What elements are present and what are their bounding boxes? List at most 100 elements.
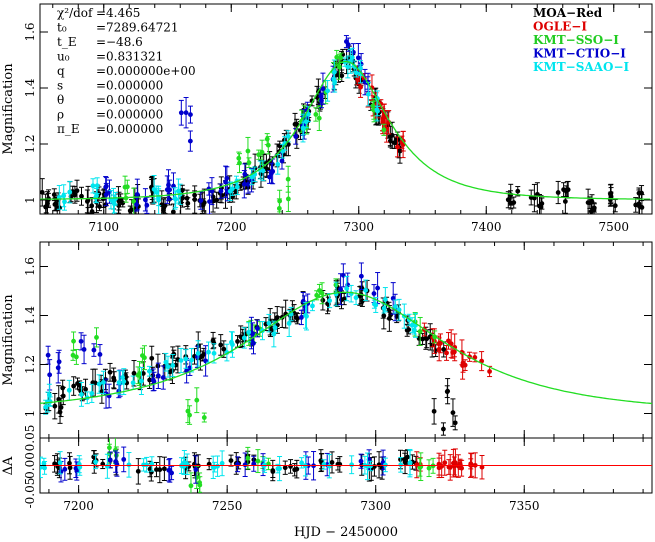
x-tick-label: 7250 [212, 499, 243, 513]
data-point-kmt-ctio-i [45, 352, 51, 358]
data-point-kmt-saao-i [57, 460, 63, 466]
y-tick-label: 1.6 [23, 22, 37, 41]
data-point-kmt-sso-i [417, 329, 423, 334]
data-point-moa-red [381, 313, 387, 319]
data-point-kmt-ctio-i [267, 174, 272, 180]
data-point-kmt-ctio-i [358, 61, 364, 67]
param-value: −48.6 [106, 35, 143, 49]
y-tick-label: 1 [23, 410, 37, 418]
data-point-kmt-sso-i [107, 445, 112, 451]
legend-entry: KMT−SSO−I [533, 33, 619, 47]
data-point-moa-red [200, 202, 206, 208]
data-point-moa-red [161, 466, 167, 472]
data-point-kmt-sso-i [185, 408, 191, 414]
data-point-kmt-sso-i [259, 149, 265, 155]
data-point-kmt-saao-i [170, 363, 176, 368]
data-point-kmt-saao-i [41, 461, 47, 466]
param-name: θ [57, 93, 64, 107]
data-point-kmt-sso-i [285, 196, 291, 202]
data-point-kmt-sso-i [94, 334, 99, 340]
data-point-ogle-i [448, 341, 454, 347]
data-point-kmt-sso-i [255, 458, 261, 464]
data-point-kmt-saao-i [111, 201, 117, 207]
data-point-ogle-i [460, 360, 466, 366]
data-point-kmt-saao-i [353, 70, 359, 76]
data-point-kmt-saao-i [234, 184, 240, 190]
middle-panel-plot: 1 1.2 1.4 1.6 [23, 242, 652, 438]
data-point-kmt-ctio-i [298, 315, 304, 320]
data-point-kmt-saao-i [304, 313, 309, 319]
data-point-kmt-sso-i [370, 103, 376, 109]
data-point-kmt-sso-i [197, 480, 202, 486]
data-point-kmt-ctio-i [103, 184, 109, 190]
data-point-kmt-ctio-i [134, 192, 140, 197]
data-point-ogle-i [358, 84, 363, 90]
x-tick-label: 7300 [360, 499, 391, 513]
data-point-kmt-ctio-i [371, 291, 377, 296]
data-point-kmt-saao-i [139, 378, 144, 384]
data-point-moa-red [608, 195, 614, 201]
data-point-kmt-saao-i [163, 359, 169, 365]
data-point-kmt-saao-i [332, 79, 338, 85]
y-tick-label: 0.05 [23, 425, 37, 452]
data-point-moa-red [292, 121, 298, 127]
data-point-kmt-saao-i [61, 193, 67, 199]
data-point-moa-red [505, 197, 511, 203]
data-point-kmt-ctio-i [293, 133, 299, 139]
data-point-ogle-i [436, 465, 442, 471]
data-point-kmt-saao-i [93, 459, 98, 465]
data-point-moa-red [585, 200, 591, 206]
data-point-kmt-sso-i [256, 152, 262, 158]
data-point-kmt-ctio-i [351, 49, 356, 55]
data-point-kmt-saao-i [407, 460, 413, 466]
data-point-kmt-sso-i [317, 288, 322, 293]
data-point-kmt-saao-i [144, 462, 150, 468]
data-point-kmt-saao-i [305, 111, 311, 117]
data-point-ogle-i [457, 461, 463, 467]
data-point-kmt-saao-i [375, 108, 380, 114]
data-point-kmt-ctio-i [47, 372, 53, 378]
data-point-kmt-saao-i [147, 368, 152, 374]
x-tick-label: 7300 [343, 220, 374, 234]
data-point-kmt-saao-i [363, 287, 369, 293]
data-point-kmt-saao-i [219, 460, 225, 466]
data-point-kmt-saao-i [275, 161, 281, 167]
data-point-moa-red [52, 403, 58, 409]
param-equals: = [96, 122, 106, 136]
data-point-kmt-ctio-i [121, 456, 127, 462]
data-point-kmt-ctio-i [160, 375, 166, 380]
y-tick-label: -0.05 [23, 478, 37, 509]
data-point-moa-red [67, 460, 72, 466]
data-point-moa-red [58, 404, 64, 410]
data-point-moa-red [167, 369, 173, 375]
data-point-kmt-ctio-i [242, 462, 248, 468]
data-point-kmt-ctio-i [178, 110, 184, 116]
data-point-kmt-saao-i [392, 304, 398, 309]
data-point-kmt-ctio-i [358, 458, 364, 464]
data-point-ogle-i [442, 460, 448, 466]
data-point-kmt-ctio-i [209, 188, 215, 194]
data-point-kmt-sso-i [338, 55, 344, 61]
data-point-kmt-ctio-i [187, 138, 193, 144]
data-point-kmt-sso-i [194, 397, 200, 403]
y-tick-label: 1.4 [23, 306, 37, 325]
y-tick-label: 1.2 [23, 355, 37, 374]
data-point-kmt-saao-i [272, 325, 278, 331]
data-point-moa-red [135, 468, 141, 474]
data-point-moa-red [218, 342, 224, 348]
data-point-moa-red [339, 73, 345, 79]
data-point-moa-red [184, 195, 190, 201]
y-tick-label: 0.00 [23, 452, 37, 479]
data-point-kmt-sso-i [316, 115, 322, 121]
data-point-moa-red [294, 316, 300, 322]
xlabel: HJD − 2450000 [294, 525, 398, 540]
data-point-kmt-saao-i [195, 351, 201, 356]
data-point-moa-red [388, 312, 394, 318]
data-point-moa-red [416, 336, 422, 341]
data-point-kmt-saao-i [325, 88, 331, 94]
data-point-kmt-saao-i [211, 350, 217, 356]
data-point-kmt-ctio-i [56, 359, 62, 365]
data-point-moa-red [90, 380, 96, 386]
data-point-kmt-saao-i [349, 55, 355, 60]
